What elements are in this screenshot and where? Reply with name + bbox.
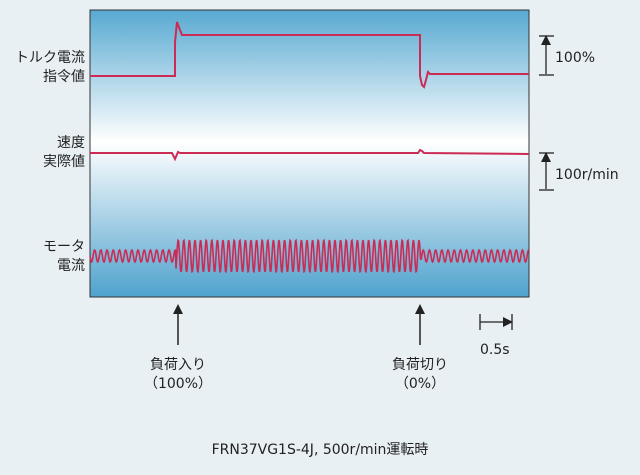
torque-label-line1: トルク電流 [15,50,85,66]
torque-current-trace [90,21,529,89]
load-on-label: 負荷入り （100%） [138,356,218,394]
load-on-line2: （100%） [143,376,213,392]
torque-scale-label: 100% [555,50,596,66]
motor-current-label: モータ 電流 [43,238,85,276]
torque-label-line2: 指令値 [43,69,85,85]
speed-label-line2: 実際値 [43,154,85,170]
load-off-line1: 負荷切り [392,357,448,373]
torque-current-label: トルク電流 指令値 [15,49,85,87]
speed-actual-label: 速度 実際値 [43,134,85,172]
torque-scale-marker [539,35,554,76]
load-off-label: 負荷切り （0%） [380,356,460,394]
load-off-line2: （0%） [394,376,446,392]
speed-label-line1: 速度 [57,135,85,151]
time-scale-marker [479,314,513,330]
motor-label-line1: モータ [43,239,85,255]
time-scale-label: 0.5s [480,342,510,358]
speed-scale-label: 100r/min [555,167,619,183]
load-on-line1: 負荷入り [150,357,206,373]
motor-label-line2: 電流 [57,258,85,274]
figure-caption: FRN37VG1S-4J, 500r/min運転時 [211,442,429,458]
motor-current-trace [89,238,530,274]
speed-actual-trace [90,148,530,162]
speed-scale-marker [539,152,554,191]
